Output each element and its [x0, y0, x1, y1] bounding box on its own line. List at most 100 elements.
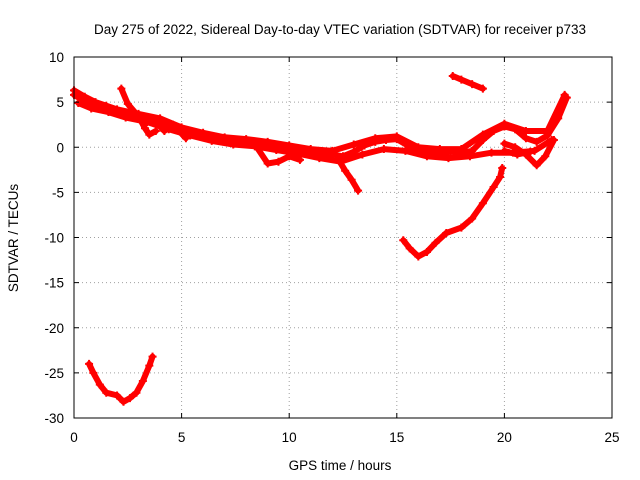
data-point [560, 90, 569, 99]
data-point [435, 145, 444, 154]
data-point [263, 137, 272, 146]
data-point [199, 128, 208, 137]
data-point [478, 84, 487, 93]
data-point [91, 98, 100, 107]
data-point [220, 133, 229, 142]
series-dip-3 [252, 143, 304, 168]
data-point [500, 139, 509, 148]
data-point [399, 236, 408, 245]
data-point [104, 108, 113, 117]
data-point [328, 146, 337, 155]
data-point [263, 159, 272, 168]
data-point [341, 166, 350, 175]
data-point [401, 146, 410, 155]
data-point [457, 145, 466, 154]
data-point [132, 388, 141, 397]
data-point [521, 134, 530, 143]
y-axis-label: SDTVAR / TECUs [6, 184, 21, 293]
x-tick-label: 10 [282, 430, 297, 445]
x-tick-label: 20 [497, 430, 512, 445]
data-point [444, 154, 453, 163]
data-point [87, 104, 96, 113]
data-point [295, 155, 304, 164]
data-point [121, 113, 130, 122]
data-point [513, 150, 522, 159]
data-point [457, 75, 466, 84]
chart-title: Day 275 of 2022, Sidereal Day-to-day VTE… [94, 22, 586, 37]
data-point [285, 152, 294, 161]
data-point [349, 140, 358, 149]
data-point [229, 140, 238, 149]
data-point [123, 99, 132, 108]
data-point [448, 71, 457, 80]
data-point [354, 186, 363, 195]
data-point [500, 119, 509, 128]
data-point [181, 134, 190, 143]
data-point [371, 134, 380, 143]
data-point [414, 252, 423, 261]
data-point [138, 376, 147, 385]
y-tick-label: -5 [52, 185, 64, 200]
y-tick-label: 5 [56, 95, 64, 110]
y-tick-label: -30 [44, 411, 64, 426]
data-point [252, 143, 261, 152]
data-point [496, 173, 505, 182]
data-point [379, 145, 388, 154]
series-early-trough [85, 352, 157, 406]
data-point [117, 84, 126, 93]
series-line [152, 119, 189, 142]
data-point [285, 141, 294, 150]
data-point [468, 214, 477, 223]
data-point [113, 391, 122, 400]
data-point [74, 99, 83, 108]
series-dip-2 [151, 117, 190, 143]
data-point [151, 127, 160, 136]
data-point [422, 152, 431, 161]
series-line [449, 73, 486, 92]
series-line [400, 165, 506, 260]
series-line [335, 156, 362, 194]
x-axis-label: GPS time / hours [289, 458, 392, 473]
data-point [543, 127, 552, 136]
data-point [500, 146, 509, 155]
data-point [392, 132, 401, 141]
series-recovery-arc [399, 164, 507, 261]
data-point [186, 131, 195, 140]
data-point [168, 120, 177, 129]
data-point [306, 145, 315, 154]
data-point [134, 112, 143, 121]
data-point [148, 352, 157, 361]
data-point [85, 359, 94, 368]
data-point [89, 368, 98, 377]
data-point [102, 101, 111, 110]
data-point [272, 145, 281, 154]
series-dip-1 [117, 84, 160, 139]
data-point [498, 164, 507, 173]
data-point [102, 388, 111, 397]
data-point [125, 394, 134, 403]
data-point [80, 92, 89, 101]
data-point [414, 143, 423, 152]
data-point [405, 244, 414, 253]
data-point [465, 152, 474, 161]
data-point [156, 114, 165, 123]
data-point [478, 199, 487, 208]
data-point [119, 397, 128, 406]
data-point [532, 137, 541, 146]
data-point [457, 223, 466, 232]
data-point [422, 247, 431, 256]
data-point [549, 136, 558, 145]
series-dip-6 [500, 146, 535, 159]
x-tick-label: 25 [604, 430, 619, 445]
data-point [489, 182, 498, 191]
data-point [521, 127, 530, 136]
data-point [160, 127, 169, 136]
data-point [315, 154, 324, 163]
y-tick-label: 10 [49, 50, 64, 65]
grid-lines [74, 57, 612, 418]
data-point [468, 80, 477, 89]
data-point [145, 361, 154, 370]
data-point [358, 150, 367, 159]
data-point [541, 152, 550, 161]
